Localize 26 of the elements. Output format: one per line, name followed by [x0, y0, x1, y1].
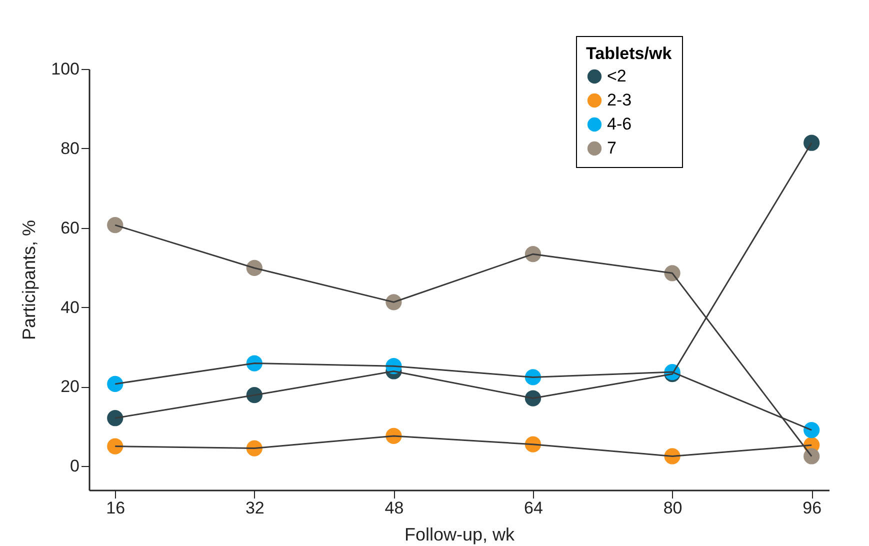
legend-label: 2-3 [607, 90, 632, 110]
y-tick-label: 100 [51, 60, 80, 78]
legend-label: 7 [607, 138, 616, 158]
legend-label: 4-6 [607, 114, 632, 134]
point [107, 376, 124, 392]
x-tick-label: 16 [106, 498, 126, 518]
legend-label: <2 [607, 66, 626, 86]
point [804, 422, 820, 438]
x-tick-label: 80 [663, 498, 682, 518]
point [107, 217, 124, 234]
y-tick-label: 80 [60, 138, 80, 158]
point [804, 134, 820, 151]
legend-title: Tablets/wk [586, 44, 672, 63]
y-axis-title: Participants, % [19, 220, 40, 340]
y-tick-label: 40 [60, 298, 80, 317]
x-tick-label: 32 [245, 498, 264, 518]
x-tick-label: 64 [524, 498, 543, 518]
y-tick-label: 0 [70, 456, 80, 476]
point [107, 438, 124, 454]
y-tick-label: 20 [60, 377, 80, 396]
point [107, 410, 124, 426]
y-tick-label: 60 [60, 218, 80, 238]
x-tick-label: 48 [384, 498, 404, 518]
x-axis-title: Follow-up, wk [404, 524, 516, 544]
x-tick-label: 96 [802, 498, 822, 518]
point [804, 448, 820, 464]
